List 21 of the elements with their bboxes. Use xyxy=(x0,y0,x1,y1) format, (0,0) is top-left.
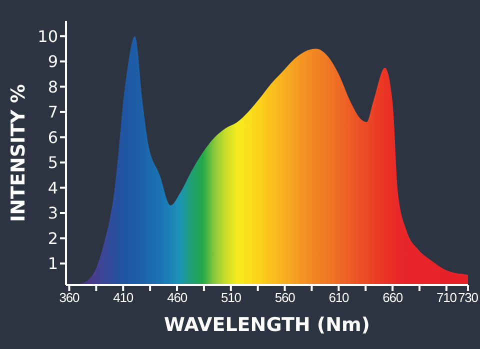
x-tick-label: 510 xyxy=(220,290,242,306)
y-tick-label: 6 xyxy=(48,128,58,147)
y-tick-label: 2 xyxy=(48,228,58,248)
x-tick-label: 730 xyxy=(458,290,478,306)
y-tick-label: 8 xyxy=(48,77,58,96)
y-tick-label: 10 xyxy=(38,26,58,46)
x-tick-label: 560 xyxy=(274,290,296,306)
x-tick-label: 410 xyxy=(113,290,134,306)
x-axis-title: WAVELENGTH (Nm) xyxy=(164,314,370,336)
y-tick-label: 5 xyxy=(48,153,58,172)
x-tick-label: 610 xyxy=(328,290,349,306)
x-tick-label: 710 xyxy=(436,290,457,306)
y-axis-title: INTENSITY % xyxy=(8,84,30,222)
y-tick-label: 9 xyxy=(48,52,58,72)
x-tick-label: 660 xyxy=(382,290,403,306)
x-tick-label: 360 xyxy=(59,290,80,306)
y-tick-label: 7 xyxy=(48,102,58,122)
x-tick-label: 460 xyxy=(167,290,188,306)
y-tick-label: 4 xyxy=(48,178,58,198)
y-tick-label: 3 xyxy=(48,204,58,223)
y-tick-label: 1 xyxy=(48,254,58,274)
